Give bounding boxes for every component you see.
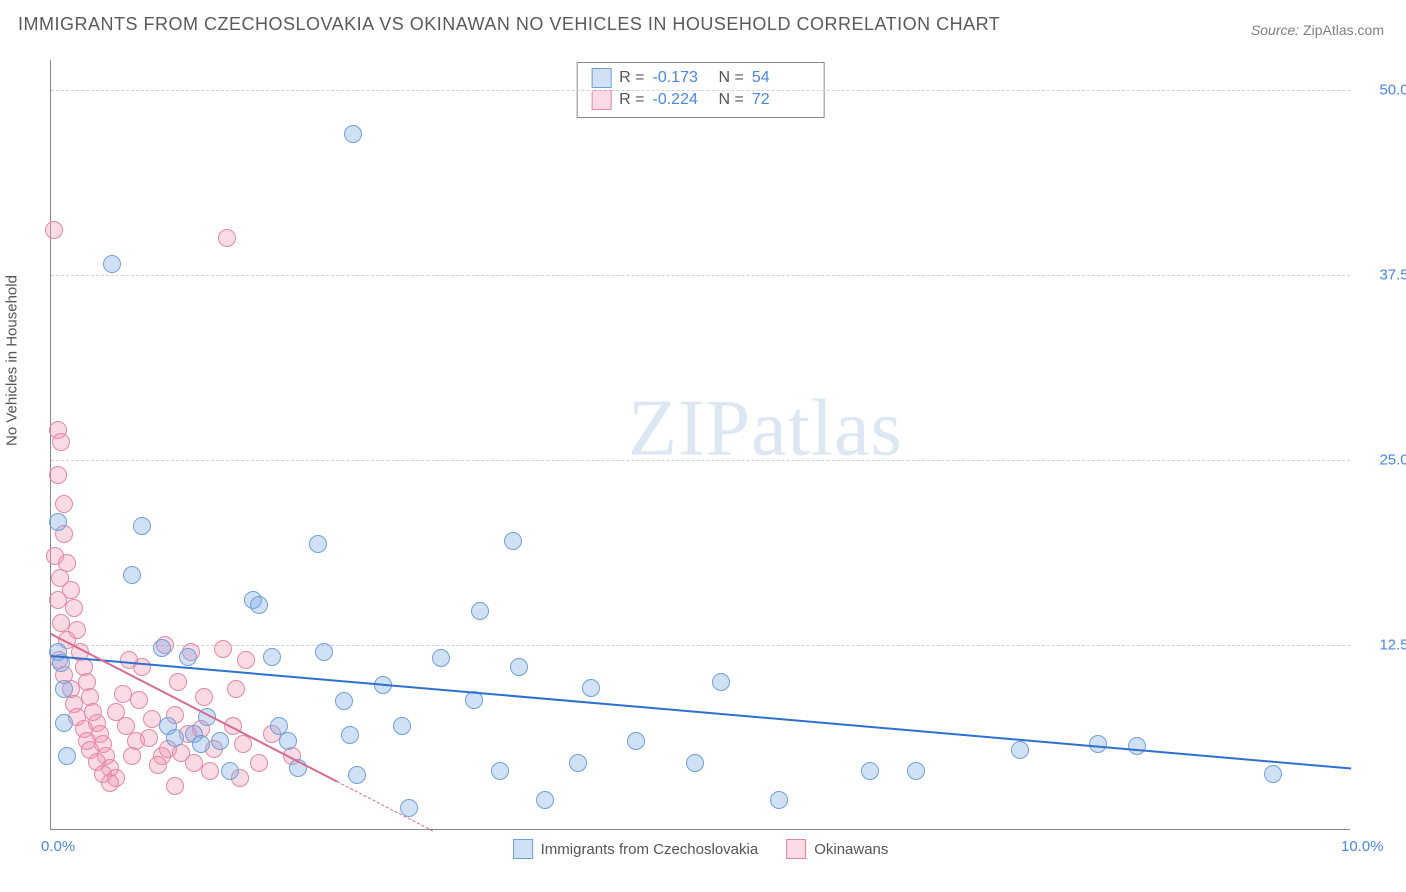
- scatter-point: [432, 649, 450, 667]
- x-tick-label: 10.0%: [1341, 838, 1384, 855]
- scatter-point: [1011, 741, 1029, 759]
- y-tick-label: 12.5%: [1358, 636, 1406, 653]
- chart-title: IMMIGRANTS FROM CZECHOSLOVAKIA VS OKINAW…: [18, 14, 1000, 35]
- scatter-point: [123, 747, 141, 765]
- scatter-point: [279, 732, 297, 750]
- scatter-point: [55, 495, 73, 513]
- y-tick-label: 50.0%: [1358, 81, 1406, 98]
- source-attribution: Source: ZipAtlas.com: [1251, 22, 1384, 38]
- legend-item-2: Okinawans: [786, 839, 888, 859]
- scatter-point: [348, 766, 366, 784]
- scatter-point: [123, 566, 141, 584]
- scatter-point: [569, 754, 587, 772]
- scatter-point: [58, 747, 76, 765]
- scatter-point: [55, 714, 73, 732]
- scatter-point: [149, 756, 167, 774]
- gridline: [51, 645, 1350, 646]
- scatter-point: [140, 729, 158, 747]
- scatter-point: [227, 680, 245, 698]
- n-label-1: N =: [719, 69, 744, 87]
- swatch-series-2: [591, 90, 611, 110]
- scatter-point: [49, 466, 67, 484]
- scatter-point: [49, 591, 67, 609]
- scatter-point: [101, 774, 119, 792]
- scatter-point: [214, 640, 232, 658]
- legend-label-1: Immigrants from Czechoslovakia: [541, 841, 759, 858]
- x-tick-label: 0.0%: [41, 838, 75, 855]
- scatter-point: [309, 535, 327, 553]
- scatter-point: [103, 255, 121, 273]
- scatter-point: [861, 762, 879, 780]
- n-value-2: 72: [752, 91, 810, 109]
- scatter-point: [341, 726, 359, 744]
- y-tick-label: 25.0%: [1358, 451, 1406, 468]
- scatter-point: [133, 517, 151, 535]
- scatter-point: [335, 692, 353, 710]
- scatter-point: [166, 729, 184, 747]
- legend-bottom: Immigrants from Czechoslovakia Okinawans: [513, 839, 889, 859]
- scatter-point: [491, 762, 509, 780]
- r-label-2: R =: [619, 91, 644, 109]
- scatter-point: [49, 513, 67, 531]
- scatter-point: [907, 762, 925, 780]
- swatch-series-1: [591, 68, 611, 88]
- scatter-point: [315, 643, 333, 661]
- scatter-point: [211, 732, 229, 750]
- source-label: Source:: [1251, 22, 1299, 38]
- scatter-point: [393, 717, 411, 735]
- scatter-point: [192, 735, 210, 753]
- scatter-point: [250, 596, 268, 614]
- scatter-point: [45, 221, 63, 239]
- watermark: ZIPatlas: [628, 384, 903, 475]
- r-value-2: -0.224: [653, 91, 711, 109]
- legend-swatch-1: [513, 839, 533, 859]
- scatter-point: [712, 673, 730, 691]
- scatter-point: [221, 762, 239, 780]
- scatter-point: [65, 599, 83, 617]
- scatter-point: [1264, 765, 1282, 783]
- scatter-point: [237, 651, 255, 669]
- n-value-1: 54: [752, 69, 810, 87]
- scatter-point: [536, 791, 554, 809]
- gridline: [51, 275, 1350, 276]
- gridline: [51, 460, 1350, 461]
- scatter-point: [218, 229, 236, 247]
- scatter-point: [133, 658, 151, 676]
- legend-swatch-2: [786, 839, 806, 859]
- source-site: ZipAtlas.com: [1303, 22, 1384, 38]
- n-label-2: N =: [719, 91, 744, 109]
- scatter-point: [582, 679, 600, 697]
- scatter-point: [55, 680, 73, 698]
- scatter-point: [471, 602, 489, 620]
- scatter-point: [263, 648, 281, 666]
- scatter-point: [510, 658, 528, 676]
- legend-label-2: Okinawans: [814, 841, 888, 858]
- scatter-point: [166, 777, 184, 795]
- r-label-1: R =: [619, 69, 644, 87]
- scatter-point: [169, 673, 187, 691]
- scatter-point: [153, 639, 171, 657]
- scatter-point: [114, 685, 132, 703]
- stats-row-2: R = -0.224 N = 72: [591, 89, 810, 111]
- r-value-1: -0.173: [653, 69, 711, 87]
- y-tick-label: 37.5%: [1358, 266, 1406, 283]
- scatter-point: [179, 648, 197, 666]
- scatter-point: [130, 691, 148, 709]
- scatter-point: [195, 688, 213, 706]
- trend-line: [337, 781, 433, 831]
- scatter-point: [770, 791, 788, 809]
- scatter-point: [504, 532, 522, 550]
- scatter-point: [686, 754, 704, 772]
- scatter-point: [627, 732, 645, 750]
- scatter-point: [52, 433, 70, 451]
- y-axis-label: No Vehicles in Household: [4, 275, 21, 446]
- stats-row-1: R = -0.173 N = 54: [591, 67, 810, 89]
- scatter-point: [344, 125, 362, 143]
- gridline: [51, 90, 1350, 91]
- scatter-point: [201, 762, 219, 780]
- legend-item-1: Immigrants from Czechoslovakia: [513, 839, 759, 859]
- scatter-point: [1128, 737, 1146, 755]
- plot-area: ZIPatlas R = -0.173 N = 54 R = -0.224 N …: [50, 60, 1350, 830]
- scatter-point: [250, 754, 268, 772]
